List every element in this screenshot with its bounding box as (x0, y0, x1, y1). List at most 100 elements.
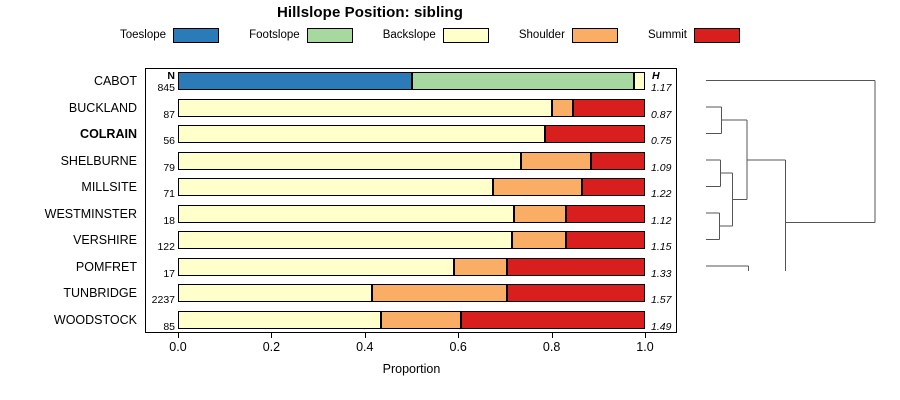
bar-segment-shoulder (521, 151, 592, 170)
bar-row (178, 204, 645, 223)
y-axis-label: VERSHIRE (73, 233, 137, 248)
n-value: 122 (157, 241, 175, 254)
bar-segment-backslope (178, 204, 515, 223)
x-axis-tick (178, 333, 179, 338)
h-value: 1.17 (651, 82, 672, 95)
legend-entry-shoulder: Shoulder (518, 27, 618, 43)
legend-entry-footslope: Footslope (249, 27, 353, 43)
bar-row (178, 151, 645, 170)
bar-segment-backslope (178, 310, 382, 329)
bar-row (178, 310, 645, 329)
bar-segment-summit (544, 125, 645, 144)
bar-segment-backslope (178, 231, 512, 250)
x-axis-tick (458, 333, 460, 338)
bar-segment-summit (460, 310, 645, 329)
legend-swatch-footslope (306, 27, 353, 43)
y-axis-label: BUCKLAND (68, 100, 137, 115)
h-value: 0.87 (651, 108, 672, 121)
x-axis-tick-label: 0.4 (356, 340, 374, 354)
legend-entry-toeslope: Toeslope (120, 27, 220, 43)
y-axis-label: TUNBRIDGE (63, 286, 137, 301)
h-value: 0.75 (651, 135, 672, 148)
y-axis-label: MILLSITE (81, 180, 137, 195)
bar-segment-footslope (411, 72, 634, 91)
x-axis-tick-label: 0.0 (169, 340, 187, 354)
x-axis-tick-label: 1.0 (636, 340, 654, 354)
bar-row (178, 72, 645, 91)
bar-segment-shoulder (493, 178, 582, 197)
page-title: Hillslope Position: sibling (276, 4, 464, 21)
h-value: 1.33 (651, 267, 672, 280)
bar-row (178, 178, 645, 197)
legend-label: Summit (647, 29, 687, 41)
n-value: 2237 (151, 294, 175, 307)
y-axis-label: CABOT (93, 74, 137, 89)
bar-segment-backslope (178, 257, 454, 276)
bar-segment-shoulder (381, 310, 461, 329)
legend-entry-backslope: Backslope (382, 27, 489, 43)
bar-segment-summit (507, 284, 645, 303)
legend-label: Footslope (249, 29, 300, 41)
bar-segment-summit (581, 178, 645, 197)
bar-row (178, 257, 645, 276)
x-axis-tick-label: 0.2 (262, 340, 281, 354)
bar-row (178, 125, 645, 144)
n-value: 71 (163, 188, 175, 201)
x-axis-tick-label: 0.6 (449, 340, 467, 354)
n-value: 17 (163, 267, 175, 280)
bar-segment-backslope (178, 98, 552, 117)
bar-segment-shoulder (514, 204, 566, 223)
bar-segment-summit (507, 257, 645, 276)
y-axis-label: COLRAIN (80, 127, 137, 142)
y-axis-labels: CABOT BUCKLAND COLRAIN SHELBURNE MILLSITE WES… (0, 68, 143, 333)
n-value: 87 (163, 108, 175, 121)
legend: Toeslope Footslope Backslope Shoulder Summit (120, 26, 740, 44)
bar-segment-summit (572, 98, 645, 117)
h-column-header: H (652, 70, 660, 82)
x-axis-title: Proportion (382, 362, 441, 376)
bar-segment-backslope (178, 125, 545, 144)
h-value: 1.15 (651, 241, 672, 254)
bar-segment-toeslope (178, 72, 412, 91)
legend-entry-summit: Summit (647, 27, 740, 43)
bar-segment-backslope (178, 178, 494, 197)
n-value: 79 (163, 161, 175, 174)
x-axis-tick-label: 0.8 (542, 340, 561, 354)
x-axis-tick (645, 333, 646, 338)
y-axis-label: POMFRET (75, 259, 137, 274)
n-value: 56 (163, 135, 175, 148)
bar-segment-summit (591, 151, 645, 170)
dendrogram (688, 68, 883, 271)
bar-segment-shoulder (453, 257, 508, 276)
legend-swatch-toeslope (173, 27, 220, 43)
bar-segment-summit (565, 231, 645, 250)
n-column: N 845 87 56 79 71 18 122 17 2237 85 (145, 68, 178, 333)
bar-row (178, 98, 645, 117)
y-axis-label: SHELBURNE (60, 153, 137, 168)
x-axis-tick (271, 333, 273, 338)
h-value: 1.22 (651, 188, 672, 201)
bar-segment-backslope (633, 72, 645, 91)
legend-label: Toeslope (120, 29, 167, 41)
y-axis-label: WESTMINSTER (44, 206, 137, 221)
bar-segment-backslope (178, 151, 522, 170)
legend-swatch-backslope (442, 27, 489, 43)
legend-swatch-summit (693, 27, 740, 43)
n-value: 845 (157, 82, 175, 95)
x-axis-tick (551, 333, 553, 338)
x-axis: 0.0 0.2 0.4 0.6 0.8 1.0 (169, 333, 654, 363)
legend-label: Backslope (382, 29, 436, 41)
n-value: 18 (163, 214, 175, 227)
x-axis-tick (364, 333, 366, 338)
h-value: 1.49 (651, 320, 672, 333)
h-value: 1.12 (651, 214, 672, 227)
bar-segment-backslope (178, 284, 372, 303)
h-value: 1.09 (651, 161, 672, 174)
legend-swatch-shoulder (571, 27, 618, 43)
bar-row (178, 284, 645, 303)
bar-segment-shoulder (511, 231, 566, 250)
bar-segment-shoulder (551, 98, 573, 117)
h-value: 1.57 (651, 294, 672, 307)
legend-label: Shoulder (518, 29, 565, 41)
stacked-bars (178, 68, 645, 333)
